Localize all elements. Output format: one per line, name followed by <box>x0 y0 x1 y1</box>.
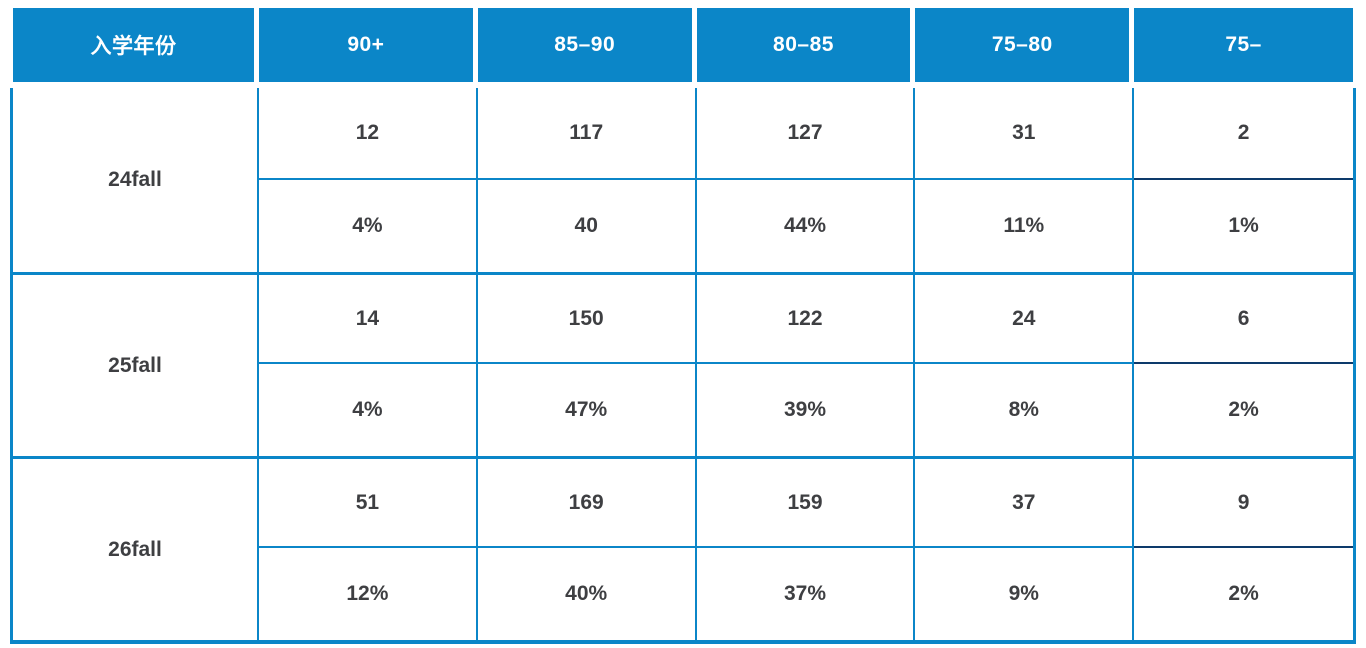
count-cell: 2 <box>1134 88 1353 180</box>
count-cell: 12 <box>259 88 478 180</box>
count-cell: 159 <box>696 456 916 548</box>
count-cell: 31 <box>915 88 1135 180</box>
header-cell-below-75: 75– <box>1134 8 1353 82</box>
count-cell: 122 <box>696 272 916 364</box>
percent-cell: 40% <box>477 548 697 640</box>
header-cell-75-80: 75–80 <box>915 8 1135 82</box>
table-body: 24fall 12 117 127 31 2 4% 40 44% 11% 1% … <box>10 88 1356 644</box>
percent-cell: 9% <box>915 548 1135 640</box>
percent-cell: 4% <box>259 364 478 456</box>
percent-cell: 8% <box>915 364 1135 456</box>
count-cell: 150 <box>477 272 697 364</box>
header-cell-enrollment-year: 入学年份 <box>13 8 259 82</box>
header-cell-90plus: 90+ <box>259 8 478 82</box>
percent-cell: 40 <box>477 180 697 272</box>
count-cell: 117 <box>477 88 697 180</box>
year-label-26fall: 26fall <box>13 456 259 640</box>
percent-cell: 37% <box>696 548 916 640</box>
count-cell: 51 <box>259 456 478 548</box>
percent-cell: 2% <box>1134 364 1353 456</box>
percent-cell: 11% <box>915 180 1135 272</box>
count-cell: 169 <box>477 456 697 548</box>
percent-cell: 44% <box>696 180 916 272</box>
count-cell: 9 <box>1134 456 1353 548</box>
percent-cell: 12% <box>259 548 478 640</box>
count-cell: 127 <box>696 88 916 180</box>
header-cell-85-90: 85–90 <box>477 8 697 82</box>
percent-cell: 1% <box>1134 180 1353 272</box>
percent-cell: 47% <box>477 364 697 456</box>
percent-cell: 4% <box>259 180 478 272</box>
year-label-24fall: 24fall <box>13 88 259 272</box>
header-cell-80-85: 80–85 <box>696 8 916 82</box>
count-cell: 37 <box>915 456 1135 548</box>
count-cell: 24 <box>915 272 1135 364</box>
table-header-row: 入学年份 90+ 85–90 80–85 75–80 75– <box>10 8 1356 82</box>
count-cell: 6 <box>1134 272 1353 364</box>
percent-cell: 39% <box>696 364 916 456</box>
year-label-25fall: 25fall <box>13 272 259 456</box>
count-cell: 14 <box>259 272 478 364</box>
percent-cell: 2% <box>1134 548 1353 640</box>
